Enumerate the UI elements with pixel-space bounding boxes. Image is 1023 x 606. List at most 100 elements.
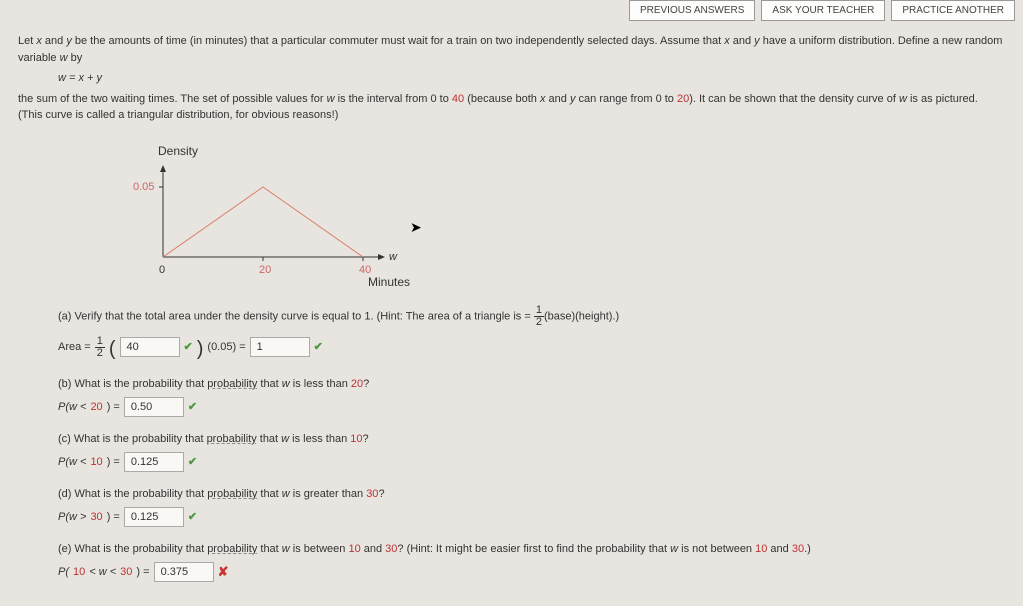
y-axis-label: Density — [158, 142, 1005, 160]
part-e-question: (e) What is the probability that probabi… — [58, 541, 1005, 558]
eq: ) = — [107, 454, 120, 471]
text: and — [361, 543, 385, 555]
text: (0.05) = — [207, 339, 245, 356]
check-icon: ✔ — [188, 454, 197, 471]
part-d-answer: P(w > 30 ) = 0.125 ✔ — [58, 507, 1005, 528]
answer-c-input[interactable]: 0.125 — [124, 452, 184, 473]
probability-link[interactable]: probability — [207, 543, 257, 555]
answer-d-input[interactable]: 0.125 — [124, 507, 184, 528]
svg-text:20: 20 — [259, 264, 271, 276]
text: is less than — [290, 378, 351, 390]
cursor-icon: ➤ — [410, 219, 422, 236]
probability-link[interactable]: probability — [207, 378, 257, 390]
answer-result-input[interactable]: 1 — [250, 337, 310, 358]
part-a-question: (a) Verify that the total area under the… — [58, 305, 1005, 328]
value: 30 — [385, 543, 397, 555]
probability-link[interactable]: probability — [207, 488, 257, 500]
text: is greater than — [290, 488, 366, 500]
value: 10 — [90, 454, 102, 471]
eq: ) = — [107, 399, 120, 416]
question-body: Let x and y be the amounts of time (in m… — [0, 25, 1023, 606]
part-a-answer: Area = 12 ( 40 ✔ ) (0.05) = 1 ✔ — [58, 332, 1005, 362]
var-w: w — [670, 543, 678, 555]
practice-another-button[interactable]: PRACTICE ANOTHER — [891, 0, 1015, 21]
var-w: w — [899, 93, 907, 105]
probability-link[interactable]: probability — [207, 433, 257, 445]
part-c-question: (c) What is the probability that probabi… — [58, 431, 1005, 448]
part-b-question: (b) What is the probability that probabi… — [58, 376, 1005, 393]
triangular-density-svg: 0.0502040w — [118, 162, 418, 282]
value: 30 — [90, 509, 102, 526]
part-d-question: (d) What is the probability that probabi… — [58, 486, 1005, 503]
intro-paragraph-2: the sum of the two waiting times. The se… — [18, 91, 1005, 124]
answer-e-input[interactable]: 0.375 — [154, 562, 214, 583]
value-40: 40 — [452, 93, 464, 105]
var-w: w — [327, 93, 335, 105]
svg-text:0.05: 0.05 — [133, 181, 154, 193]
text: the sum of the two waiting times. The se… — [18, 93, 327, 105]
fraction-half: 12 — [95, 336, 105, 359]
cross-icon: ✘ — [218, 562, 229, 582]
text: (because both — [464, 93, 540, 105]
lhs: P(w > — [58, 509, 86, 526]
text: (base)(height).) — [544, 310, 619, 322]
text: (b) What is the probability that — [58, 378, 207, 390]
text: is less than — [289, 433, 350, 445]
text: ). It can be shown that the density curv… — [689, 93, 899, 105]
text: Let — [18, 35, 36, 47]
text: ? — [378, 488, 384, 500]
answer-base-input[interactable]: 40 — [120, 337, 180, 358]
text: ? — [363, 433, 369, 445]
text: and — [42, 35, 66, 47]
text: and — [546, 93, 570, 105]
svg-text:w: w — [389, 251, 398, 263]
paren-right: ) — [197, 334, 204, 364]
intro-paragraph-1: Let x and y be the amounts of time (in m… — [18, 33, 1005, 66]
value: 10 — [348, 543, 360, 555]
text: ? — [363, 378, 369, 390]
part-b-answer: P(w < 20) = 0.50 ✔ — [58, 397, 1005, 418]
var-w: w — [282, 543, 290, 555]
equation-w: w = x + y — [58, 70, 1005, 87]
previous-answers-button[interactable]: PREVIOUS ANSWERS — [629, 0, 755, 21]
text: can range from 0 to — [575, 93, 677, 105]
density-chart: Density 0.0502040w Minutes — [118, 142, 1005, 292]
fraction-half: 12 — [534, 305, 544, 328]
part-e-answer: P(10 < w < 30) = 0.375 ✘ — [58, 562, 1005, 583]
text: .) — [804, 543, 811, 555]
text: (c) What is the probability that — [58, 433, 207, 445]
text: is not between — [678, 543, 755, 555]
value: 30 — [366, 488, 378, 500]
check-icon: ✔ — [314, 339, 323, 356]
value: 10 — [350, 433, 362, 445]
var-w: w — [60, 52, 68, 64]
check-icon: ✔ — [184, 339, 193, 356]
text: ? (Hint: It might be easier first to fin… — [397, 543, 670, 555]
var-w: w — [282, 488, 290, 500]
text: (a) Verify that the total area under the… — [58, 310, 534, 322]
value: 20 — [90, 399, 102, 416]
value: 20 — [351, 378, 363, 390]
text: (d) What is the probability that — [58, 488, 207, 500]
part-c-answer: P(w < 10 ) = 0.125 ✔ — [58, 452, 1005, 473]
text: is between — [290, 543, 349, 555]
text: and — [767, 543, 791, 555]
paren-left: ( — [109, 334, 116, 364]
area-label: Area = — [58, 339, 91, 356]
top-action-bar: PREVIOUS ANSWERS ASK YOUR TEACHER PRACTI… — [0, 0, 1023, 25]
eq: ) = — [107, 509, 120, 526]
text: is the interval from 0 to — [335, 93, 452, 105]
text: by — [68, 52, 83, 64]
lhs: P(w < — [58, 454, 86, 471]
value: 10 — [755, 543, 767, 555]
value: 30 — [792, 543, 804, 555]
ask-teacher-button[interactable]: ASK YOUR TEACHER — [761, 0, 885, 21]
text: be the amounts of time (in minutes) that… — [72, 35, 724, 47]
check-icon: ✔ — [188, 509, 197, 526]
value-20: 20 — [677, 93, 689, 105]
var-w: w — [282, 378, 290, 390]
svg-text:0: 0 — [159, 264, 165, 276]
x-axis-label: Minutes — [368, 273, 1005, 291]
answer-b-input[interactable]: 0.50 — [124, 397, 184, 418]
text: (e) What is the probability that — [58, 543, 207, 555]
